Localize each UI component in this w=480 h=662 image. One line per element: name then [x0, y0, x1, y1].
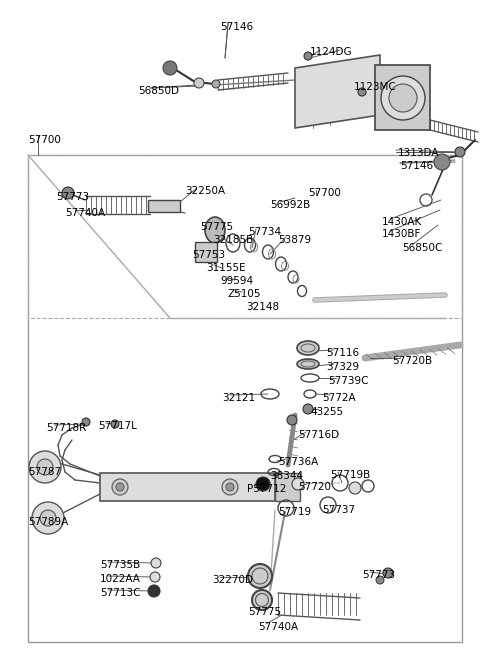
Ellipse shape [297, 341, 319, 355]
Text: 57773: 57773 [362, 570, 395, 580]
Text: 32270D: 32270D [212, 575, 253, 585]
Text: 53879: 53879 [278, 235, 311, 245]
Text: 56850C: 56850C [402, 243, 443, 253]
Circle shape [381, 76, 425, 120]
Text: 57146: 57146 [400, 161, 433, 171]
Text: 1313DA: 1313DA [398, 148, 440, 158]
Circle shape [29, 451, 61, 483]
Text: 57735B: 57735B [100, 560, 140, 570]
Circle shape [116, 483, 124, 491]
Bar [28, 155, 462, 642]
Polygon shape [295, 55, 380, 128]
Circle shape [349, 482, 361, 494]
Circle shape [148, 585, 160, 597]
Circle shape [112, 479, 128, 495]
Circle shape [212, 80, 220, 88]
Text: 32250A: 32250A [185, 186, 225, 196]
Text: 57718R: 57718R [46, 423, 86, 433]
Circle shape [62, 187, 74, 199]
Text: 57775: 57775 [248, 607, 281, 617]
Text: 57734: 57734 [248, 227, 281, 237]
Text: 32121: 32121 [222, 393, 255, 403]
Text: 32148: 32148 [246, 302, 279, 312]
Circle shape [303, 404, 313, 414]
Text: Z5105: Z5105 [228, 289, 262, 299]
Text: 1022AA: 1022AA [100, 574, 141, 584]
Text: 57713C: 57713C [100, 588, 141, 598]
Text: 57700: 57700 [28, 135, 61, 145]
Circle shape [150, 572, 160, 582]
Text: 57775: 57775 [200, 222, 233, 232]
Text: 57719B: 57719B [330, 470, 370, 480]
Text: 99594: 99594 [220, 276, 253, 286]
Text: 57720: 57720 [298, 482, 331, 492]
Circle shape [434, 154, 450, 170]
Circle shape [40, 510, 56, 526]
Circle shape [292, 478, 304, 490]
Text: 57720B: 57720B [392, 356, 432, 366]
Text: 1430AK: 1430AK [382, 217, 422, 227]
Text: 56992B: 56992B [270, 200, 310, 210]
Ellipse shape [248, 564, 272, 588]
Text: 57716D: 57716D [298, 430, 339, 440]
Text: 57719: 57719 [278, 507, 311, 517]
Text: 1124DG: 1124DG [310, 47, 353, 57]
Text: 31155E: 31155E [206, 263, 246, 273]
Text: 57116: 57116 [326, 348, 359, 358]
Circle shape [376, 576, 384, 584]
Ellipse shape [205, 217, 225, 243]
Text: 37329: 37329 [326, 362, 359, 372]
Text: 57717L: 57717L [98, 421, 137, 431]
Text: 57753: 57753 [192, 250, 225, 260]
Text: 57146: 57146 [220, 22, 253, 32]
Circle shape [37, 459, 53, 475]
Text: 57736A: 57736A [278, 457, 318, 467]
Text: 57773: 57773 [56, 192, 89, 202]
Ellipse shape [297, 359, 319, 369]
Text: 57787: 57787 [28, 467, 61, 477]
Bar [100, 473, 275, 501]
Bar [148, 200, 180, 212]
Text: 43255: 43255 [310, 407, 343, 417]
Circle shape [82, 418, 90, 426]
Circle shape [304, 52, 312, 60]
Circle shape [163, 61, 177, 75]
Text: 57737: 57737 [322, 505, 355, 515]
Bar [28, 155, 462, 318]
Circle shape [226, 483, 234, 491]
Text: 57740A: 57740A [65, 208, 105, 218]
Circle shape [194, 78, 204, 88]
Text: P57712: P57712 [247, 484, 287, 494]
Text: 38344: 38344 [270, 471, 303, 481]
Circle shape [358, 88, 366, 96]
Text: 56850D: 56850D [138, 86, 179, 96]
Text: 57789A: 57789A [28, 517, 68, 527]
Circle shape [111, 420, 119, 428]
Circle shape [222, 479, 238, 495]
Bar [275, 473, 300, 501]
Text: 57700: 57700 [308, 188, 341, 198]
Circle shape [383, 568, 393, 578]
Bar [375, 65, 430, 130]
Circle shape [151, 558, 161, 568]
Circle shape [287, 415, 297, 425]
Text: 1123MC: 1123MC [354, 82, 397, 92]
Text: 57739C: 57739C [328, 376, 369, 386]
Circle shape [455, 147, 465, 157]
Circle shape [32, 502, 64, 534]
Text: 1430BF: 1430BF [382, 229, 421, 239]
Bar [195, 242, 217, 262]
Ellipse shape [252, 590, 272, 610]
Text: 57740A: 57740A [258, 622, 298, 632]
Text: 32185B: 32185B [213, 235, 253, 245]
Circle shape [256, 477, 270, 491]
Circle shape [389, 84, 417, 112]
Text: 5772A: 5772A [322, 393, 356, 403]
